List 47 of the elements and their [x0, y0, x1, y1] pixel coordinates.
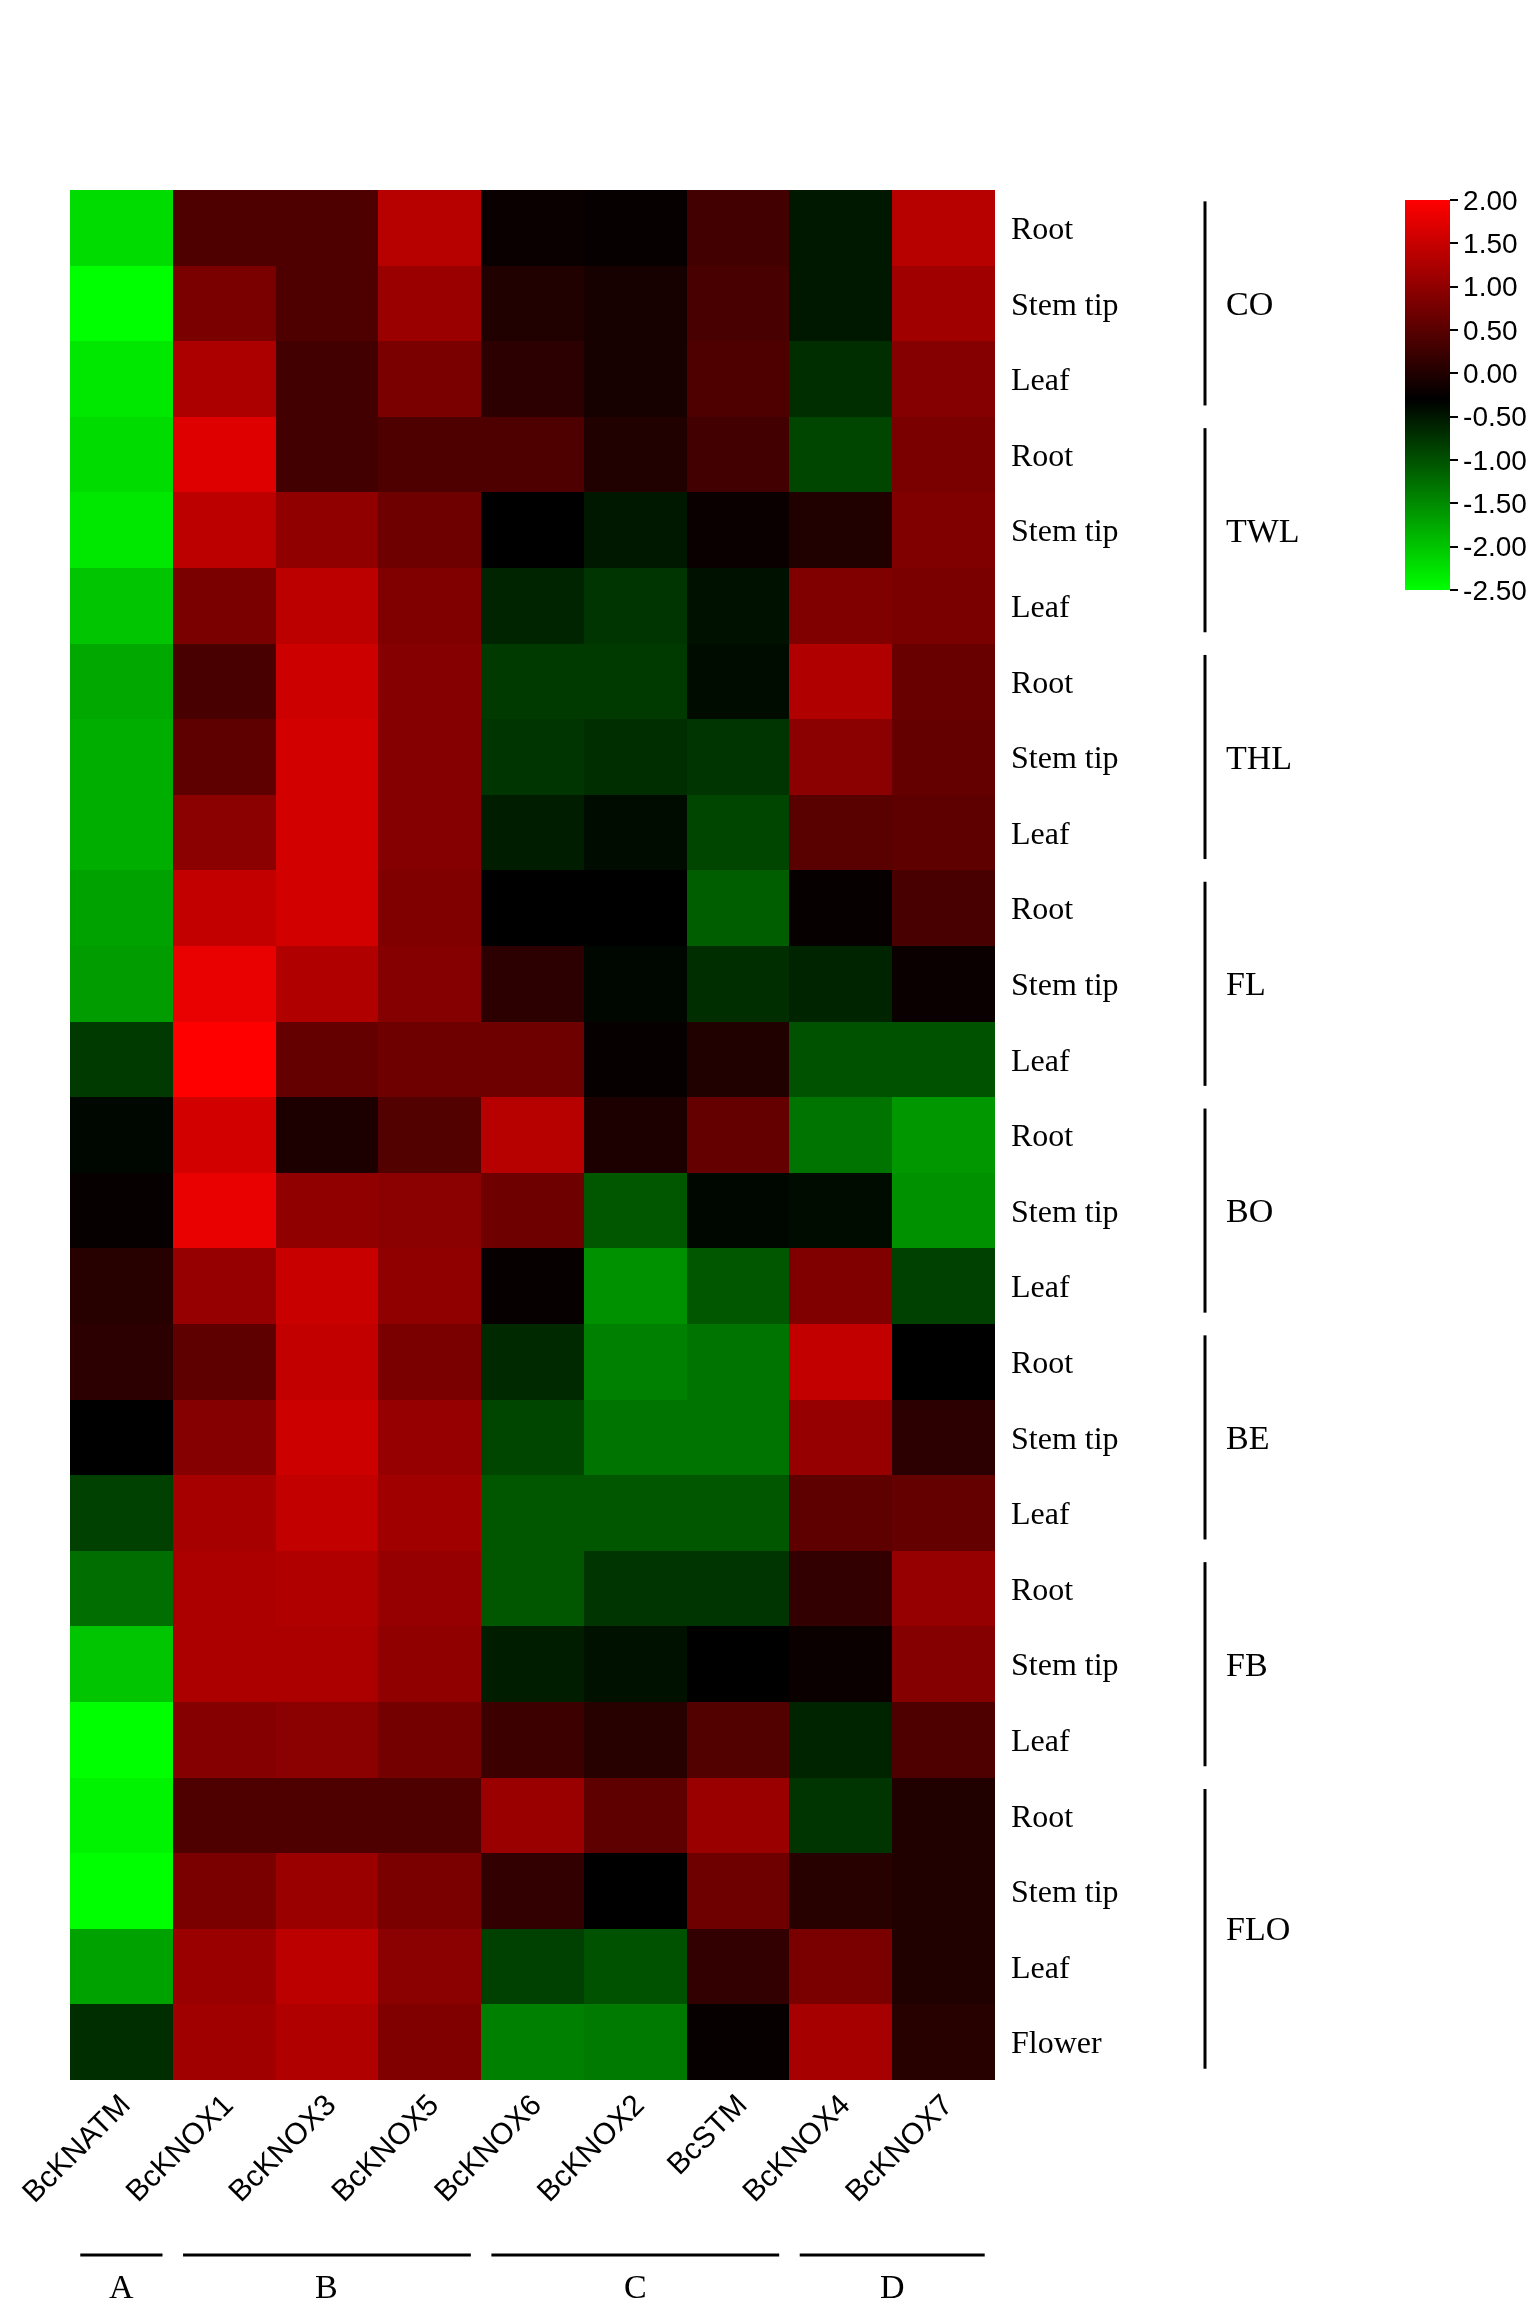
y-tick-label: Root — [1011, 1344, 1074, 1380]
color-bar-label: 2.00 — [1463, 184, 1518, 216]
y-tick-label: Flower — [1011, 2024, 1102, 2061]
y-tick-label: Root — [1011, 1117, 1074, 1154]
color-bar-label: -2.50 — [1463, 574, 1527, 606]
y-tick-label: Root — [1011, 436, 1074, 473]
y-tick-label: Leaf — [1011, 1268, 1070, 1305]
text: FL — [1226, 965, 1266, 1002]
text: FLO — [1226, 1910, 1291, 1947]
y-tick-label: Leaf — [1011, 1948, 1070, 1985]
y-tick-label: Stem tip — [1011, 512, 1119, 549]
y-tick-label: Stem tip — [1011, 285, 1119, 322]
y-tick-label: Root — [1011, 663, 1074, 700]
text: B — [315, 2268, 338, 2305]
text: FB — [1226, 1646, 1268, 1683]
color-bar-label: -0.50 — [1463, 401, 1527, 433]
y-tick-label: Root — [1011, 1797, 1074, 1834]
color-bar-label: 0.50 — [1463, 314, 1518, 346]
text: CO — [1226, 285, 1274, 322]
color-bar-label: -1.00 — [1463, 444, 1527, 476]
y-tick-label: Root — [1011, 890, 1074, 927]
y-tick-label: Stem tip — [1011, 1192, 1119, 1229]
y-tick-label: Stem tip — [1011, 966, 1119, 1002]
text: D — [880, 2268, 905, 2305]
text: THL — [1226, 739, 1293, 776]
y-tick-label: Leaf — [1011, 1495, 1070, 1532]
y-tick-label: Leaf — [1011, 814, 1070, 851]
color-bar-label: 1.00 — [1463, 271, 1518, 303]
text: C — [624, 2268, 647, 2305]
y-tick-label: Stem tip — [1011, 1873, 1119, 1910]
y-tick-label: Root — [1011, 210, 1074, 246]
y-tick-label: Stem tip — [1011, 1646, 1119, 1683]
y-tick-label: Leaf — [1011, 1041, 1070, 1078]
y-tick-label: Leaf — [1011, 588, 1070, 624]
color-bar-label: 1.50 — [1463, 228, 1518, 260]
text: A — [109, 2268, 134, 2305]
y-tick-label: Leaf — [1011, 361, 1070, 398]
color-bar-label: -2.00 — [1463, 531, 1527, 563]
color-bar-label: -1.50 — [1463, 488, 1527, 520]
y-tick-label: Leaf — [1011, 1722, 1070, 1758]
text: BO — [1226, 1192, 1274, 1229]
color-bar-label: 0.00 — [1463, 358, 1518, 390]
y-tick-label: Stem tip — [1011, 1419, 1119, 1456]
text: TWL — [1226, 512, 1300, 549]
y-tick-label: Root — [1011, 1570, 1074, 1607]
y-tick-label: Stem tip — [1011, 739, 1119, 776]
text: BE — [1226, 1419, 1270, 1456]
